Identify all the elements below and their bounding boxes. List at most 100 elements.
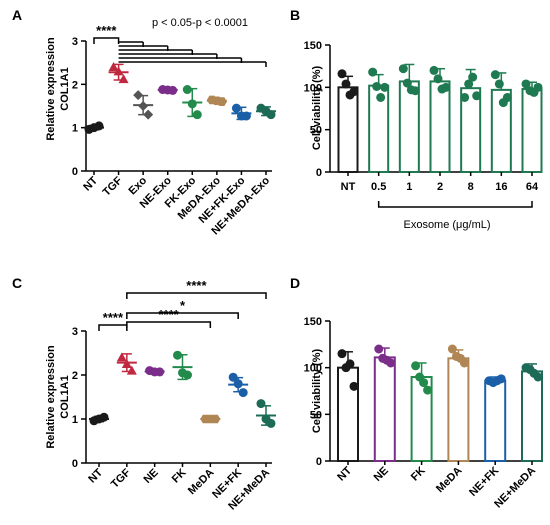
data-point bbox=[99, 412, 109, 422]
y-tick-label: 0 bbox=[316, 456, 322, 468]
panel-a-ylabel-line2: COL1A1 bbox=[59, 67, 71, 110]
significance-label: **** bbox=[186, 278, 207, 293]
x-tick-label: TGF bbox=[109, 466, 133, 490]
panel-b-ylabel: Cell viability (%) bbox=[311, 65, 323, 150]
data-point bbox=[441, 82, 451, 92]
bar bbox=[521, 88, 543, 173]
x-tick-label: FK bbox=[409, 465, 428, 484]
data-point bbox=[372, 81, 382, 91]
panel-a-ylabel-line1: Relative expression bbox=[45, 37, 57, 141]
x-tick-label: 64 bbox=[526, 181, 539, 193]
data-point bbox=[533, 372, 543, 382]
x-tick-label: 2 bbox=[437, 181, 443, 193]
panel-a: A Relative expression COL1A1 p < 0.05-p … bbox=[12, 7, 276, 237]
data-point bbox=[116, 352, 127, 362]
bar bbox=[521, 370, 543, 462]
data-point bbox=[238, 388, 248, 398]
data-point bbox=[464, 79, 474, 89]
data-point bbox=[374, 344, 384, 354]
data-point bbox=[423, 385, 433, 395]
data-point bbox=[231, 103, 241, 113]
significance-label: **** bbox=[103, 310, 124, 325]
data-point bbox=[386, 358, 396, 368]
x-tick-label: MeDA bbox=[434, 465, 465, 496]
y-tick-label: 50 bbox=[310, 409, 322, 421]
y-tick-label: 1 bbox=[72, 414, 78, 426]
significance-bracket bbox=[126, 312, 239, 319]
y-tick-label: 2 bbox=[72, 370, 78, 382]
bar bbox=[337, 366, 359, 462]
y-tick-label: 0 bbox=[72, 166, 78, 178]
data-point bbox=[460, 92, 470, 102]
data-point bbox=[502, 92, 512, 102]
x-tick-label: 0.5 bbox=[371, 181, 386, 193]
data-point bbox=[349, 381, 359, 391]
data-point bbox=[533, 82, 543, 92]
panel-b-plot: 0 50 100 150 NT 0.5 1 2 8 16 64 bbox=[304, 40, 543, 208]
x-tick-label: 8 bbox=[468, 181, 474, 193]
panel-d: D Cell viability (%) 0 50 100 150 NT NE FK MeDA… bbox=[290, 275, 543, 511]
data-point bbox=[447, 344, 457, 354]
bar bbox=[429, 80, 451, 173]
x-tick-label: 1 bbox=[406, 181, 412, 193]
y-tick-label: 150 bbox=[304, 316, 322, 328]
data-point bbox=[266, 110, 276, 120]
significance-label: **** bbox=[96, 23, 117, 38]
x-tick-label: NT bbox=[341, 181, 356, 193]
y-tick-label: 3 bbox=[72, 36, 78, 48]
exosome-bracket bbox=[377, 201, 533, 208]
significance-label: * bbox=[180, 298, 186, 313]
panel-c-ylabel-line1: Relative expression bbox=[45, 345, 57, 449]
panel-d-label: D bbox=[290, 275, 300, 291]
data-point bbox=[337, 69, 347, 79]
data-point bbox=[472, 91, 482, 101]
data-point bbox=[496, 374, 506, 384]
y-tick-label: 100 bbox=[304, 82, 322, 94]
bar bbox=[373, 356, 396, 462]
y-tick-label: 0 bbox=[316, 167, 322, 179]
x-tick-label: TGF bbox=[101, 174, 125, 198]
panel-a-label: A bbox=[12, 7, 22, 23]
data-point bbox=[182, 85, 192, 95]
data-point bbox=[490, 70, 500, 80]
data-point bbox=[402, 78, 412, 88]
significance-bracket bbox=[126, 321, 212, 328]
data-point bbox=[108, 62, 119, 71]
y-tick-label: 0 bbox=[72, 458, 78, 470]
y-tick-label: 2 bbox=[72, 79, 78, 91]
significance-bracket bbox=[93, 37, 120, 44]
x-tick-label: NT bbox=[335, 464, 354, 483]
data-point bbox=[345, 359, 355, 369]
data-point bbox=[380, 82, 390, 92]
panel-b-label: B bbox=[290, 7, 300, 23]
data-point bbox=[410, 86, 420, 96]
data-point bbox=[433, 74, 443, 84]
panel-d-ylabel: Cell viability (%) bbox=[311, 348, 323, 433]
data-point bbox=[192, 110, 202, 120]
data-point bbox=[126, 365, 137, 375]
data-point bbox=[459, 358, 469, 368]
y-tick-label: 150 bbox=[304, 40, 322, 52]
panel-c: C Relative expression COL1A1 0 1 2 3 NT TGF NE… bbox=[12, 275, 276, 513]
x-tick-label: FK bbox=[170, 467, 189, 486]
data-point bbox=[341, 79, 351, 89]
data-point bbox=[337, 349, 347, 359]
bar bbox=[484, 379, 507, 463]
panel-c-ylabel-line2: COL1A1 bbox=[59, 375, 71, 418]
bar bbox=[337, 86, 359, 173]
significance-bracket bbox=[98, 324, 128, 331]
x-tick-label: 16 bbox=[495, 181, 507, 193]
y-tick-label: 1 bbox=[72, 123, 78, 135]
significance-label: **** bbox=[158, 307, 179, 322]
data-point bbox=[376, 92, 386, 102]
bar bbox=[447, 357, 470, 463]
data-point bbox=[429, 65, 439, 75]
data-point bbox=[419, 378, 429, 388]
panel-a-pvalue-annotation: p < 0.05-p < 0.0001 bbox=[152, 17, 248, 29]
data-point bbox=[368, 67, 378, 77]
panel-c-label: C bbox=[12, 275, 22, 291]
data-point bbox=[398, 64, 408, 74]
